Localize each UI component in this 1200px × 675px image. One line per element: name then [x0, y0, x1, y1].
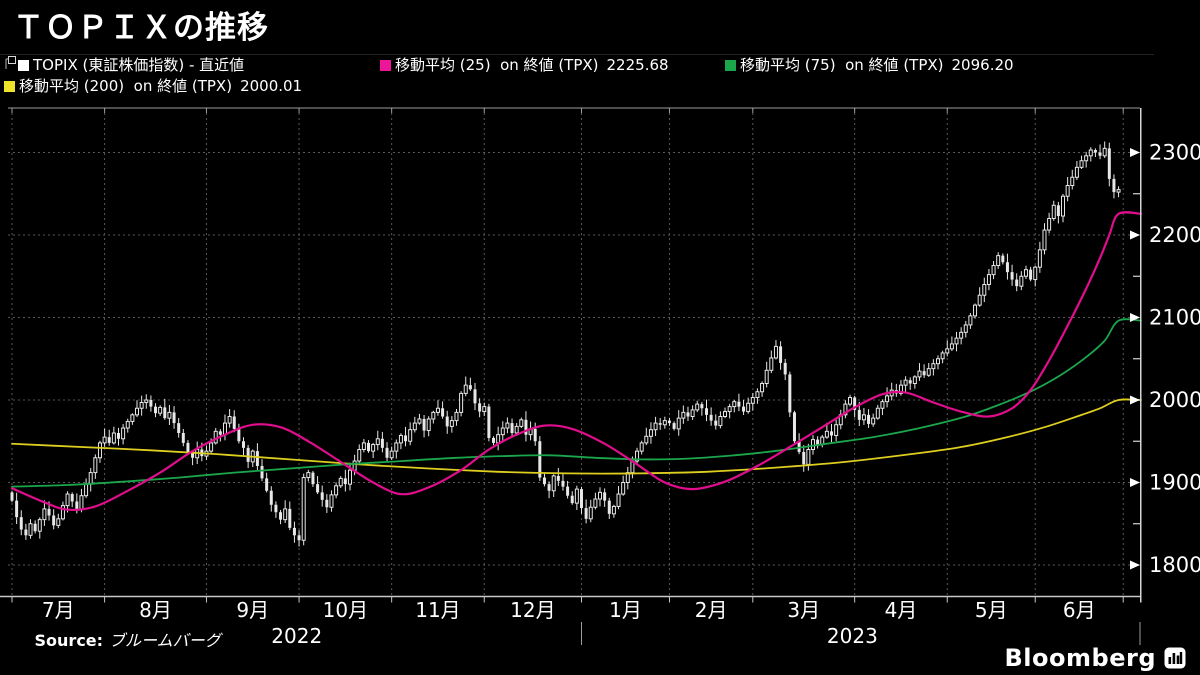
bloomberg-terminal-icon: [1164, 647, 1186, 669]
y-tick-label: 1800: [1149, 553, 1200, 577]
source-value: ブルームバーグ: [109, 631, 221, 650]
x-month-label: 1月: [609, 598, 642, 622]
chart-pin-icon: [5, 56, 16, 69]
y-tick-label: 2100: [1149, 306, 1200, 330]
y-tick-label: 1900: [1149, 471, 1200, 495]
x-month-label: 3月: [787, 598, 820, 622]
source-line: Source: ブルームバーグ: [4, 608, 221, 670]
legend-value-ma25: 2225.68: [606, 56, 669, 74]
legend-item-topix: TOPIX (東証株価指数) - 直近値: [18, 55, 380, 76]
bloomberg-wordmark: Bloomberg: [1004, 644, 1156, 672]
x-month-label: 10月: [323, 598, 368, 622]
legend-swatch-topix: [18, 60, 29, 71]
x-month-label: 6月: [1063, 598, 1096, 622]
legend-item-ma25: 移動平均 (25) on 終値 (TPX) 2225.68: [380, 55, 725, 76]
x-month-label: 7月: [42, 598, 75, 622]
y-tick-label: 2200: [1149, 223, 1200, 247]
x-month-label: 8月: [139, 598, 172, 622]
legend-swatch-ma25: [380, 60, 391, 71]
x-month-label: 2月: [695, 598, 728, 622]
y-tick-label: 2300: [1149, 141, 1200, 165]
x-year-label: 2022: [271, 624, 322, 648]
legend-label-ma25: 移動平均 (25) on 終値 (TPX): [395, 56, 599, 74]
legend-item-ma200: 移動平均 (200) on 終値 (TPX) 2000.01: [4, 76, 384, 97]
x-month-label: 11月: [415, 598, 460, 622]
page-title: ＴＯＰＩＸの推移: [13, 10, 269, 46]
legend-swatch-ma200: [4, 81, 15, 92]
y-tick-label: 2000: [1149, 388, 1200, 412]
x-month-label: 4月: [885, 598, 918, 622]
legend-item-ma75: 移動平均 (75) on 終値 (TPX) 2096.20: [725, 55, 1085, 76]
legend-value-ma75: 2096.20: [951, 56, 1014, 74]
x-month-label: 5月: [975, 598, 1008, 622]
source-label: Source:: [34, 631, 104, 650]
legend-value-ma200: 2000.01: [240, 77, 303, 95]
legend-label-topix: TOPIX (東証株価指数) - 直近値: [33, 56, 245, 74]
footer-bar: Source: ブルームバーグ Bloomberg: [0, 631, 1200, 675]
chart-legend: TOPIX (東証株価指数) - 直近値 移動平均 (25) on 終値 (TPX…: [0, 54, 1154, 97]
x-year-label: 2023: [827, 624, 878, 648]
legend-swatch-ma75: [725, 60, 736, 71]
x-month-label: 9月: [236, 598, 269, 622]
bloomberg-logo: Bloomberg: [1005, 644, 1186, 672]
legend-label-ma75: 移動平均 (75) on 終値 (TPX): [740, 56, 944, 74]
legend-label-ma200: 移動平均 (200) on 終値 (TPX): [19, 77, 233, 95]
x-month-label: 12月: [510, 598, 555, 622]
